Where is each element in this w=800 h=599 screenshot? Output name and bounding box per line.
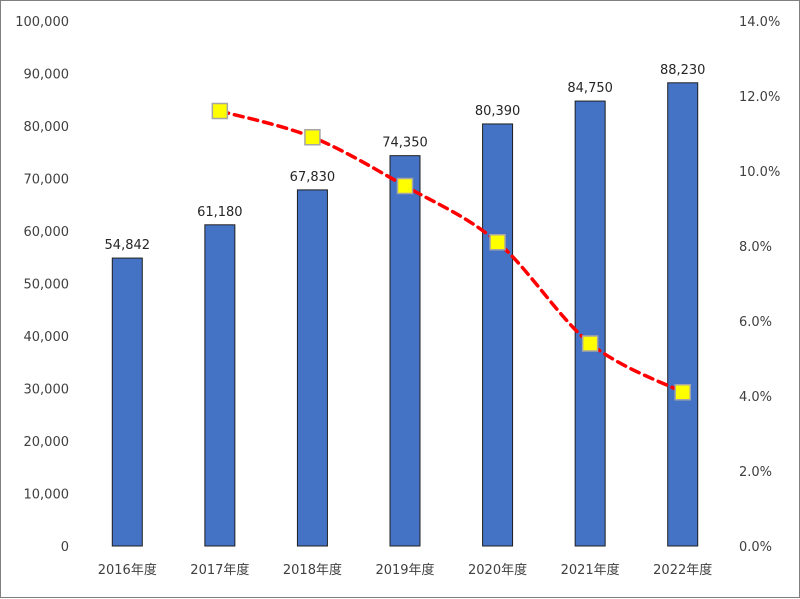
x-tick-label: 2020年度: [468, 562, 527, 578]
y-tick-label: 20,000: [24, 435, 70, 450]
bar-data-label: 74,350: [382, 136, 428, 151]
y-tick-label: 50,000: [24, 278, 70, 293]
y-tick-label: 60,000: [24, 225, 70, 240]
y-tick-label: 70,000: [24, 173, 70, 188]
bar-data-label: 80,390: [475, 104, 521, 119]
y2-tick-label: 10.0%: [739, 165, 780, 180]
line-path: [218, 109, 685, 394]
y2-tick-label: 0.0%: [739, 540, 772, 555]
y2-tick-label: 12.0%: [739, 90, 780, 105]
line-series: [218, 109, 685, 394]
bar-data-label: 67,830: [290, 170, 336, 185]
y2-tick-label: 4.0%: [739, 390, 772, 405]
bar: [111, 257, 143, 547]
bar: [482, 123, 514, 547]
bar: [574, 100, 606, 547]
x-tick-label: 2018年度: [283, 562, 342, 578]
y2-tick-label: 8.0%: [739, 240, 772, 255]
y-tick-label: 30,000: [24, 383, 70, 398]
line-marker: [674, 384, 691, 401]
bar: [204, 224, 236, 547]
line-marker: [304, 129, 321, 146]
y2-tick-label: 14.0%: [739, 15, 780, 30]
line-marker: [396, 177, 414, 195]
line-marker: [489, 234, 506, 251]
y-tick-label: 80,000: [24, 120, 70, 135]
bar-data-labels: 54,842 61,180 67,830 74,350 80,390 84,750 88,2…: [105, 63, 706, 253]
bar-data-label: 84,750: [567, 81, 613, 96]
x-tick-label: 2017年度: [190, 562, 249, 578]
bar: [296, 189, 328, 547]
y2-tick-label: 6.0%: [739, 315, 772, 330]
bar-data-label: 54,842: [105, 238, 151, 253]
bar: [667, 82, 699, 547]
x-axis-ticks: 2016年度 2017年度 2018年度 2019年度 2020年度 2021年度 2022…: [98, 562, 713, 578]
bar: [389, 155, 421, 547]
y2-tick-label: 2.0%: [739, 465, 772, 480]
y-tick-label: 40,000: [24, 330, 70, 345]
bar-data-label: 88,230: [660, 63, 706, 78]
y-tick-label: 100,000: [15, 15, 69, 30]
x-tick-label: 2022年度: [653, 562, 712, 578]
bar-data-label: 61,180: [197, 205, 243, 220]
right-axis-ticks: 0.0% 2.0% 4.0% 6.0% 8.0% 10.0% 12.0% 14.0%: [739, 15, 780, 555]
line-marker: [581, 335, 599, 352]
line-marker: [211, 102, 229, 120]
y-tick-label: 10,000: [24, 488, 70, 503]
line-markers: [211, 102, 691, 401]
bar-series: [111, 82, 699, 547]
left-axis-ticks: 0 10,000 20,000 30,000 40,000 50,000 60,000 70,…: [15, 15, 69, 555]
x-tick-label: 2016年度: [98, 562, 157, 578]
y-tick-label: 90,000: [24, 68, 70, 83]
x-tick-label: 2021年度: [561, 562, 620, 578]
y-tick-label: 0: [61, 540, 69, 555]
x-tick-label: 2019年度: [375, 562, 434, 578]
